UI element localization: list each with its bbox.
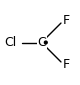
Text: F: F	[63, 58, 70, 71]
Circle shape	[44, 41, 47, 44]
Text: F: F	[63, 14, 70, 27]
Text: Cl: Cl	[5, 36, 17, 49]
Text: C: C	[37, 36, 46, 49]
